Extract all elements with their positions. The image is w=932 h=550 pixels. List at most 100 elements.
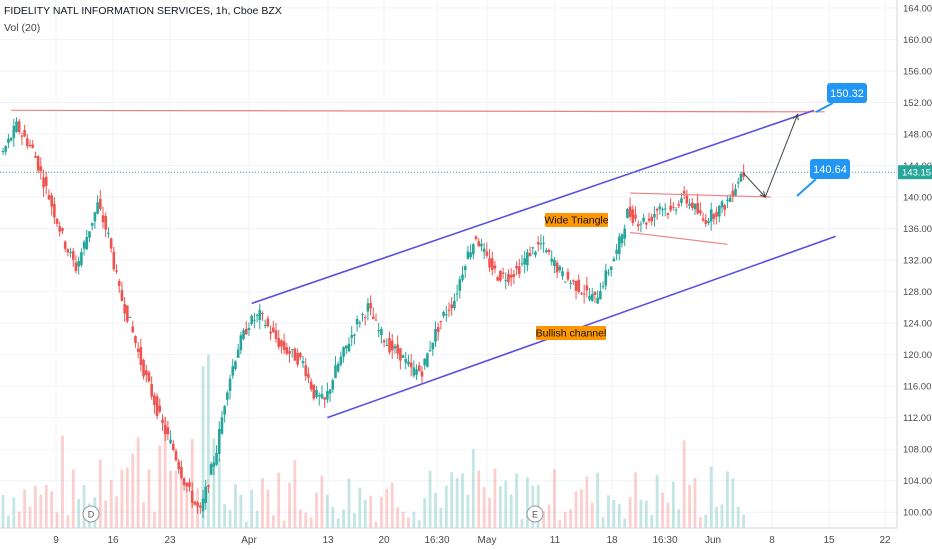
- candle-body: [444, 314, 448, 316]
- candle-body: [366, 303, 370, 312]
- candle-body: [531, 247, 535, 249]
- volume-bar: [163, 416, 167, 528]
- candle-body: [453, 300, 456, 308]
- volume-bar: [596, 472, 600, 528]
- candle-body: [201, 498, 205, 512]
- volume-bar: [634, 472, 637, 528]
- candle-body: [474, 236, 478, 240]
- y-tick-label: 152.00: [903, 98, 932, 109]
- price-callout: 150.32: [815, 83, 867, 113]
- candle-body: [499, 271, 502, 281]
- candle-body: [377, 330, 381, 332]
- x-tick-label: 16: [107, 535, 119, 546]
- volume-bar: [423, 497, 427, 528]
- candle-body: [718, 206, 721, 217]
- candle-body: [626, 208, 629, 219]
- volume-bar: [407, 517, 410, 528]
- candle-body: [428, 349, 432, 351]
- volume-bar: [525, 477, 529, 528]
- candle-body: [166, 427, 170, 435]
- candle-body: [517, 266, 521, 275]
- volume-bar: [261, 478, 264, 528]
- candle-body: [80, 252, 83, 266]
- volume-bar: [304, 512, 308, 528]
- volume-bar: [98, 459, 102, 528]
- candle-body: [715, 211, 718, 217]
- channel-upper-line: [251, 109, 815, 305]
- volume-bar: [590, 503, 594, 528]
- volume-bar: [71, 469, 75, 528]
- candle-body: [661, 208, 664, 211]
- symbol-title: FIDELITY NATL INFORMATION SERVICES, 1h, …: [4, 5, 282, 17]
- candle-body: [299, 352, 302, 358]
- candle-body: [17, 121, 21, 132]
- volume-bar: [385, 488, 389, 528]
- candle-body: [609, 266, 613, 271]
- candle-body: [463, 266, 467, 271]
- candle-body: [328, 389, 332, 394]
- candle-body: [28, 145, 32, 147]
- volume-bar: [488, 497, 491, 528]
- candle-body: [31, 144, 35, 148]
- candle-body: [372, 316, 375, 320]
- candle-body: [396, 344, 399, 354]
- candle-body: [293, 348, 297, 361]
- candle-body: [672, 206, 675, 208]
- volume-bar: [715, 506, 718, 528]
- x-tick-label: 16:30: [652, 535, 677, 546]
- candle-body: [458, 279, 462, 291]
- candle-body: [436, 327, 440, 333]
- candle-body: [253, 320, 256, 322]
- candle-body: [420, 371, 424, 377]
- y-tick-label: 160.00: [903, 35, 932, 46]
- x-tick-label: 18: [606, 535, 618, 546]
- candle-body: [634, 214, 637, 219]
- candle-body: [415, 369, 418, 375]
- volume-bar: [180, 469, 183, 528]
- candle-body: [526, 252, 529, 266]
- volume-bar: [412, 511, 416, 528]
- y-tick-label: 156.00: [903, 66, 932, 77]
- volume-bar: [169, 470, 172, 528]
- callout-box: [810, 159, 850, 179]
- candle-body: [466, 251, 470, 259]
- candle-body: [4, 146, 8, 152]
- y-tick-label: 116.00: [903, 382, 931, 393]
- candle-body: [528, 253, 532, 257]
- candle-body: [455, 293, 459, 295]
- candle-body: [720, 201, 724, 208]
- candle-body: [523, 258, 526, 265]
- volume-bar: [396, 507, 400, 528]
- volume-bar: [553, 469, 556, 528]
- volume-bar: [125, 467, 129, 528]
- candle-body: [177, 461, 180, 470]
- volume-bar: [644, 500, 648, 528]
- volume-bar: [152, 511, 156, 528]
- candle-body: [342, 347, 345, 357]
- candle-body: [226, 392, 229, 400]
- candle-body: [450, 304, 454, 309]
- candle-body: [174, 450, 178, 461]
- candle-body: [542, 242, 545, 244]
- x-tick-label: 8: [769, 535, 775, 546]
- candle-body: [636, 224, 640, 227]
- candle-body: [461, 274, 464, 280]
- candle-body: [93, 212, 97, 222]
- candle-body: [26, 138, 29, 147]
- candle-body: [171, 443, 175, 450]
- candle-body: [615, 249, 618, 254]
- volume-bar: [282, 520, 286, 528]
- candle-body: [493, 265, 497, 269]
- volume-bar: [77, 498, 81, 528]
- candle-body: [701, 218, 705, 221]
- volume-indicator-label: Vol (20): [4, 22, 41, 34]
- candle-body: [358, 322, 362, 324]
- y-tick-label: 132.00: [903, 256, 932, 267]
- candle-body: [161, 419, 164, 423]
- candle-body: [536, 242, 540, 245]
- candle-body: [612, 258, 616, 262]
- volume-bar: [104, 500, 108, 528]
- volume-bar: [666, 503, 670, 528]
- candle-body: [188, 482, 191, 487]
